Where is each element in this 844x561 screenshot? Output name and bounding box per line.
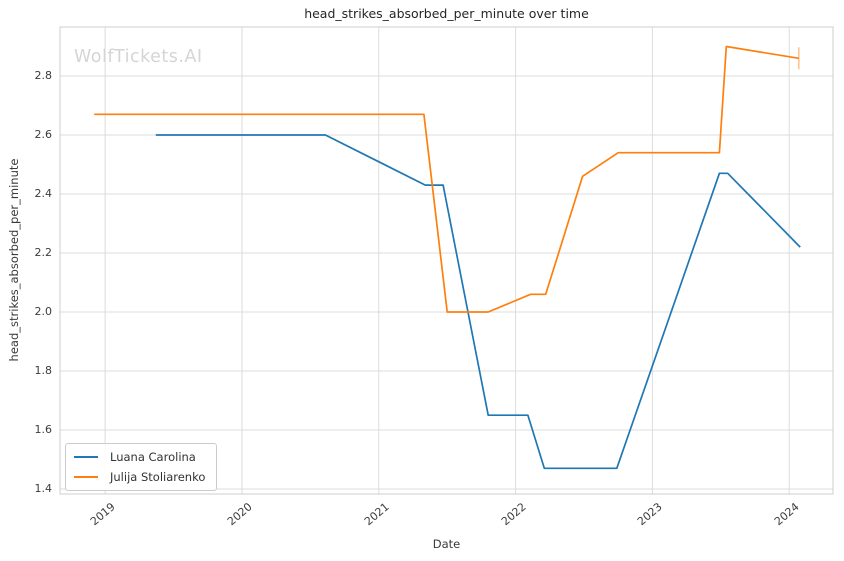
plot-border <box>59 26 834 495</box>
series-line-luana-carolina <box>155 134 801 470</box>
y-tick-label: 2.2 <box>34 246 53 260</box>
series-line-julija-stoliarenko <box>94 45 799 313</box>
legend-item-julija-stoliarenko: Julija Stoliarenko <box>74 470 205 484</box>
legend-label-luana-carolina: Luana Carolina <box>110 450 196 464</box>
y-tick-label: 1.6 <box>34 423 53 437</box>
x-axis-label: Date <box>432 537 461 551</box>
y-tick-label: 2.8 <box>34 69 53 83</box>
watermark: WolfTickets.AI <box>74 47 203 67</box>
legend: Luana Carolina Julija Stoliarenko <box>65 443 218 491</box>
legend-label-julija-stoliarenko: Julija Stoliarenko <box>110 470 206 484</box>
chart-title: head_strikes_absorbed_per_minute over ti… <box>304 6 589 21</box>
y-tick-label: 2.0 <box>34 305 53 319</box>
legend-item-luana-carolina: Luana Carolina <box>74 450 205 464</box>
y-tick-label: 2.6 <box>34 128 53 142</box>
y-tick-label: 1.8 <box>34 364 53 378</box>
legend-swatch-julija-stoliarenko <box>74 476 98 478</box>
legend-swatch-luana-carolina <box>74 456 98 458</box>
y-tick-label: 2.4 <box>34 187 53 201</box>
y-tick-label: 1.4 <box>34 482 53 496</box>
